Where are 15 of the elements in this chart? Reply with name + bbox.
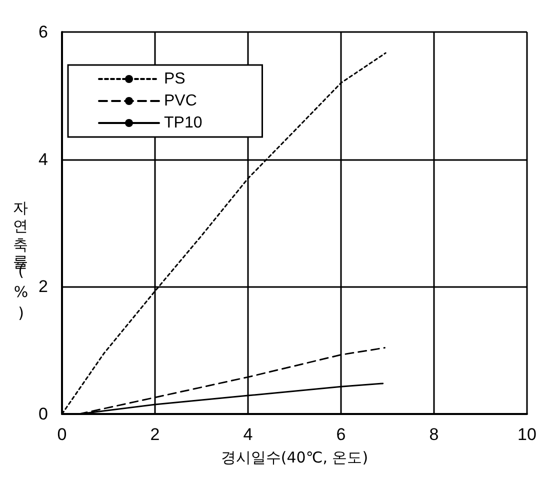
y-tick-label: 0 [38, 404, 48, 424]
legend-label: PVC [164, 92, 197, 110]
legend-label: TP10 [164, 114, 202, 132]
x-tick-label: 4 [243, 425, 253, 444]
x-axis-title: 경시일수(40℃, 온도) [220, 448, 368, 466]
legend-label: PS [164, 70, 186, 88]
x-tick-label: 0 [57, 425, 67, 444]
y-tick-label: 2 [38, 277, 48, 296]
x-tick-label: 8 [429, 425, 439, 444]
y-tick-label: 4 [38, 150, 48, 169]
x-tick-label: 2 [150, 425, 160, 444]
y-axis-title: 자연축률(%) [12, 190, 30, 325]
x-tick-label: 10 [518, 425, 536, 444]
x-tick-label: 6 [336, 425, 346, 444]
y-tick-label: 6 [38, 22, 48, 42]
